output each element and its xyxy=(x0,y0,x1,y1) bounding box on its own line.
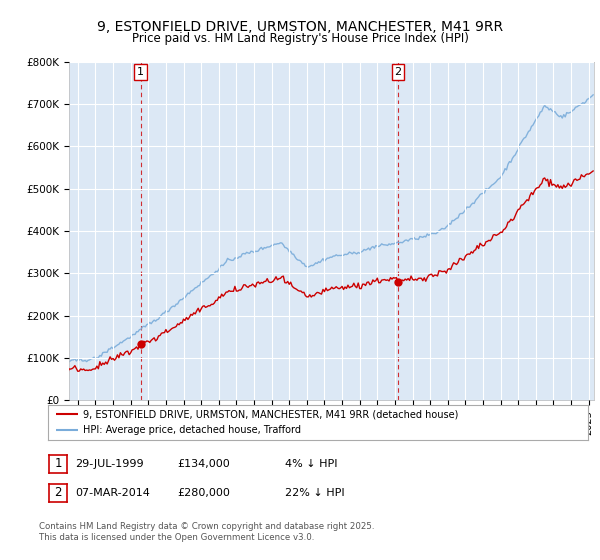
Text: 07-MAR-2014: 07-MAR-2014 xyxy=(75,488,150,498)
Text: 1: 1 xyxy=(137,67,144,77)
Text: 29-JUL-1999: 29-JUL-1999 xyxy=(75,459,143,469)
Text: 22% ↓ HPI: 22% ↓ HPI xyxy=(285,488,344,498)
Text: 2: 2 xyxy=(395,67,401,77)
Text: Price paid vs. HM Land Registry's House Price Index (HPI): Price paid vs. HM Land Registry's House … xyxy=(131,32,469,45)
Text: 2: 2 xyxy=(55,486,62,500)
Text: 9, ESTONFIELD DRIVE, URMSTON, MANCHESTER, M41 9RR: 9, ESTONFIELD DRIVE, URMSTON, MANCHESTER… xyxy=(97,20,503,34)
Text: £280,000: £280,000 xyxy=(177,488,230,498)
Text: Contains HM Land Registry data © Crown copyright and database right 2025.: Contains HM Land Registry data © Crown c… xyxy=(39,522,374,531)
Text: 9, ESTONFIELD DRIVE, URMSTON, MANCHESTER, M41 9RR (detached house): 9, ESTONFIELD DRIVE, URMSTON, MANCHESTER… xyxy=(83,409,458,419)
Text: 4% ↓ HPI: 4% ↓ HPI xyxy=(285,459,337,469)
Text: 1: 1 xyxy=(55,457,62,470)
Text: This data is licensed under the Open Government Licence v3.0.: This data is licensed under the Open Gov… xyxy=(39,533,314,542)
Text: £134,000: £134,000 xyxy=(177,459,230,469)
Text: HPI: Average price, detached house, Trafford: HPI: Average price, detached house, Traf… xyxy=(83,425,301,435)
